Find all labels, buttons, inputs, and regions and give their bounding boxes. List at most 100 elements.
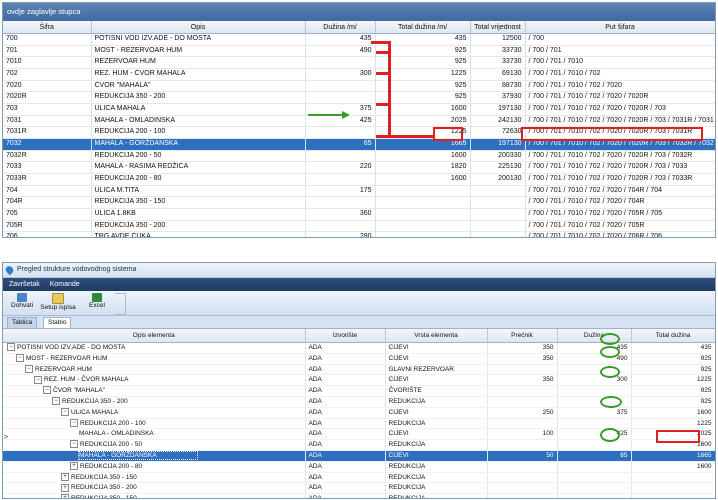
cell-total: 925	[375, 56, 471, 69]
table-row[interactable]: 7020R REDUKCIJA 350 - 200 925 37930/ 700 / …	[3, 91, 715, 104]
col-total-duzina-header[interactable]: Total dužina	[631, 329, 715, 343]
col-vrsta-elementa-header[interactable]: Vrsta elementa	[385, 329, 488, 343]
cell-vrsta: ČVORIŠTE	[385, 385, 488, 397]
tree-row[interactable]: MAHALA - GORŽDANSKA ADA CIJEVI 50 65 1665	[3, 450, 715, 462]
collapse-icon[interactable]: −	[7, 343, 15, 352]
table-row[interactable]: 7010 REZERVOAR HUM 925 33730/ 700 / 701 / 7…	[3, 56, 715, 69]
print-setup-button[interactable]: Setup ispisa	[37, 292, 79, 314]
cell-vrijednost	[470, 231, 526, 237]
table-row[interactable]: 704R REDUKCIJA 350 - 150 / 700 / 701 / 701…	[3, 196, 715, 209]
collapse-icon[interactable]: −	[16, 354, 24, 363]
table-row[interactable]: 7020 ČVOR "MAHALA" 925 88730/ 700 / 701 / 7…	[3, 80, 715, 93]
cell-duzina	[557, 493, 632, 498]
cell-vrijednost: 69130	[470, 68, 526, 81]
group-by-header[interactable]: ovdje zaglavlje stupca	[3, 3, 715, 21]
col-precnik-header[interactable]: Prečnik	[487, 329, 558, 343]
tree-row[interactable]: + REDUKCIJA 200 - 80 ADA REDUKCIJA 1600	[3, 461, 715, 473]
table-row[interactable]: 7033R REDUKCIJA 200 - 80 1600 200130/ 700 /…	[3, 173, 715, 186]
cell-opis: MAHALA - GORŽDANSKA	[91, 138, 306, 151]
tree-row[interactable]: − REDUKCIJA 350 - 200 ADA REDUKCIJA 925	[3, 396, 715, 408]
table-row[interactable]: 7031R REDUKCIJA 200 - 100 1225 72630/ 700 /…	[3, 126, 715, 139]
collapse-icon[interactable]: −	[25, 364, 33, 373]
cell-vrijednost: 242130	[470, 115, 526, 128]
table-row[interactable]: 7031 MAHALA - OMLADINSKA 425 2025 242130/ 70…	[3, 115, 715, 128]
collapse-icon[interactable]: −	[52, 397, 60, 406]
table-row[interactable]: 7032R REDUKCIJA 200 - 50 1600 200330/ 700 /…	[3, 150, 715, 163]
cell-precnik	[487, 461, 558, 473]
collapse-icon[interactable]: −	[43, 386, 51, 395]
menu-item-zavrsetak[interactable]: Završetak	[9, 281, 40, 288]
table-row[interactable]: 703 ULICA MAHALA 375 1600 197130/ 700 / 701 …	[3, 103, 715, 116]
col-izvoriste-header[interactable]: Izvorište	[305, 329, 386, 343]
cell-total: 1820	[375, 161, 471, 174]
tree-row[interactable]: MAHALA - OMLADINSKA ADA CIJEVI 100 425 2025	[3, 428, 715, 441]
window-title: Pregled strukture vodovodnog sistema	[17, 266, 137, 273]
cell-duzina	[305, 91, 376, 104]
collapse-icon[interactable]: −	[61, 408, 69, 417]
collapse-icon[interactable]: −	[70, 440, 78, 449]
cell-opis-elementa: − REZ. HUM - ČVOR MAHALA	[3, 374, 306, 387]
tree-row[interactable]: − POTISNI VOD IZV.ADE - DO MOSTA ADA CIJEVI…	[3, 342, 715, 354]
col-opis-elementa-header[interactable]: Opis elementa	[3, 329, 306, 343]
cell-sifra: 7020	[3, 80, 92, 93]
collapse-icon[interactable]: −	[70, 418, 78, 427]
cell-sifra: 7010	[3, 56, 92, 69]
top-grid-panel: ovdje zaglavlje stupca Šifra Opis Dužina /…	[2, 2, 716, 238]
table-row[interactable]: 704 ULICA M.TITA 175 / 700 / 701 / 7010 / 7…	[3, 185, 715, 198]
col-opis-header[interactable]: Opis	[91, 21, 306, 34]
fetch-button[interactable]: Dohvati	[9, 292, 35, 314]
annotation-total-box	[656, 430, 700, 443]
tree-row[interactable]: + REDUKCIJA 350 - 200 ADA REDUKCIJA	[3, 482, 715, 495]
annotation-green-oval	[600, 346, 620, 358]
table-row[interactable]: 706 TRG AVDE ČUKA 280 / 700 / 701 / 7010 / …	[3, 231, 715, 237]
col-put-sifara-header[interactable]: Put šifara	[525, 21, 715, 34]
cell-vrijednost: 200130	[470, 173, 526, 186]
excel-button[interactable]: Excel	[83, 292, 111, 314]
table-row[interactable]: 705 ULICA 1.8KB 360 / 700 / 701 / 7010 / 70…	[3, 208, 715, 221]
cell-duzina	[557, 461, 632, 473]
col-sifra-header[interactable]: Šifra	[3, 21, 92, 34]
cell-vrsta: REDUKCIJA	[385, 461, 488, 473]
col-total-vrijednost-header[interactable]: Total vrijednost	[470, 21, 526, 34]
table-row[interactable]: 701 MOST - REZERVOAR HUM 490 925 33730/ 700 …	[3, 45, 715, 58]
cell-duzina: 360	[305, 208, 376, 221]
tree-row[interactable]: − MOST - REZERVOAR HUM ADA CIJEVI 350 490 925	[3, 353, 715, 365]
cell-total: 435	[375, 33, 471, 46]
col-total-duzina-header[interactable]: Total dužina /m/	[375, 21, 471, 34]
table-row[interactable]: 700 POTISNI VOD IZV.ADE - DO MOSTA 435 435 1…	[3, 33, 715, 46]
cell-izvor: ADA	[305, 482, 386, 495]
cell-duzina	[305, 220, 376, 233]
table-row[interactable]: 702 REZ. HUM - ČVOR MAHALA 300 1225 69130/ 7…	[3, 68, 715, 81]
col-duzina-header[interactable]: Dužina /m/	[305, 21, 376, 34]
cell-total	[375, 231, 471, 237]
cell-duzina: 220	[305, 161, 376, 174]
table-row[interactable]: 7033 MAHALA - RASIMA REDŽIĆA 220 1820 225130…	[3, 161, 715, 174]
cell-opis: REZ. HUM - ČVOR MAHALA	[91, 68, 306, 81]
cell-vrijednost: 72630	[470, 126, 526, 139]
menu-item-komande[interactable]: Komande	[49, 281, 80, 288]
collapse-icon[interactable]: −	[34, 375, 42, 384]
table-row[interactable]: 705R REDUKCIJA 350 - 200 / 700 / 701 / 701…	[3, 220, 715, 233]
expand-icon[interactable]: +	[61, 494, 69, 498]
tree-row[interactable]: − REZ. HUM - ČVOR MAHALA ADA CIJEVI 350 300 12…	[3, 374, 715, 387]
cell-precnik: 50	[487, 450, 558, 462]
expand-icon[interactable]: +	[61, 483, 69, 492]
cell-duzina	[557, 439, 632, 451]
cell-total	[631, 482, 715, 495]
tab-stablo[interactable]: Stablo	[43, 317, 72, 328]
expand-icon[interactable]: +	[61, 472, 69, 481]
tree-row[interactable]: − REDUKCIJA 200 - 100 ADA REDUKCIJA 1225	[3, 418, 715, 430]
expand-icon[interactable]: +	[70, 462, 78, 471]
cell-sifra: 7020R	[3, 91, 92, 104]
table-row[interactable]: 7032 MAHALA - GORŽDANSKA 65 1665 197130/ 700…	[3, 138, 715, 151]
tree-row[interactable]: − REDUKCIJA 200 - 50 ADA REDUKCIJA 1600	[3, 439, 715, 451]
col-duzina-header[interactable]: Dužina	[557, 329, 632, 343]
tree-row[interactable]: + REDUKCIJA 350 - 150 ADA REDUKCIJA	[3, 493, 715, 498]
tree-row[interactable]: + REDUKCIJA 350 - 150 ADA REDUKCIJA	[3, 472, 715, 484]
tab-tablica[interactable]: Tablica	[7, 317, 38, 328]
tree-row[interactable]: − ULICA MAHALA ADA CIJEVI 250 375 1600	[3, 407, 715, 419]
cell-opis: ULICA MAHALA	[91, 103, 306, 116]
tree-row[interactable]: − ČVOR "MAHALA" ADA ČVORIŠTE 925	[3, 385, 715, 397]
cell-opis-elementa: + REDUKCIJA 350 - 200	[3, 482, 306, 495]
tree-row[interactable]: − REZERVOAR HUM ADA GLAVNI REZERVOAR 925	[3, 364, 715, 376]
